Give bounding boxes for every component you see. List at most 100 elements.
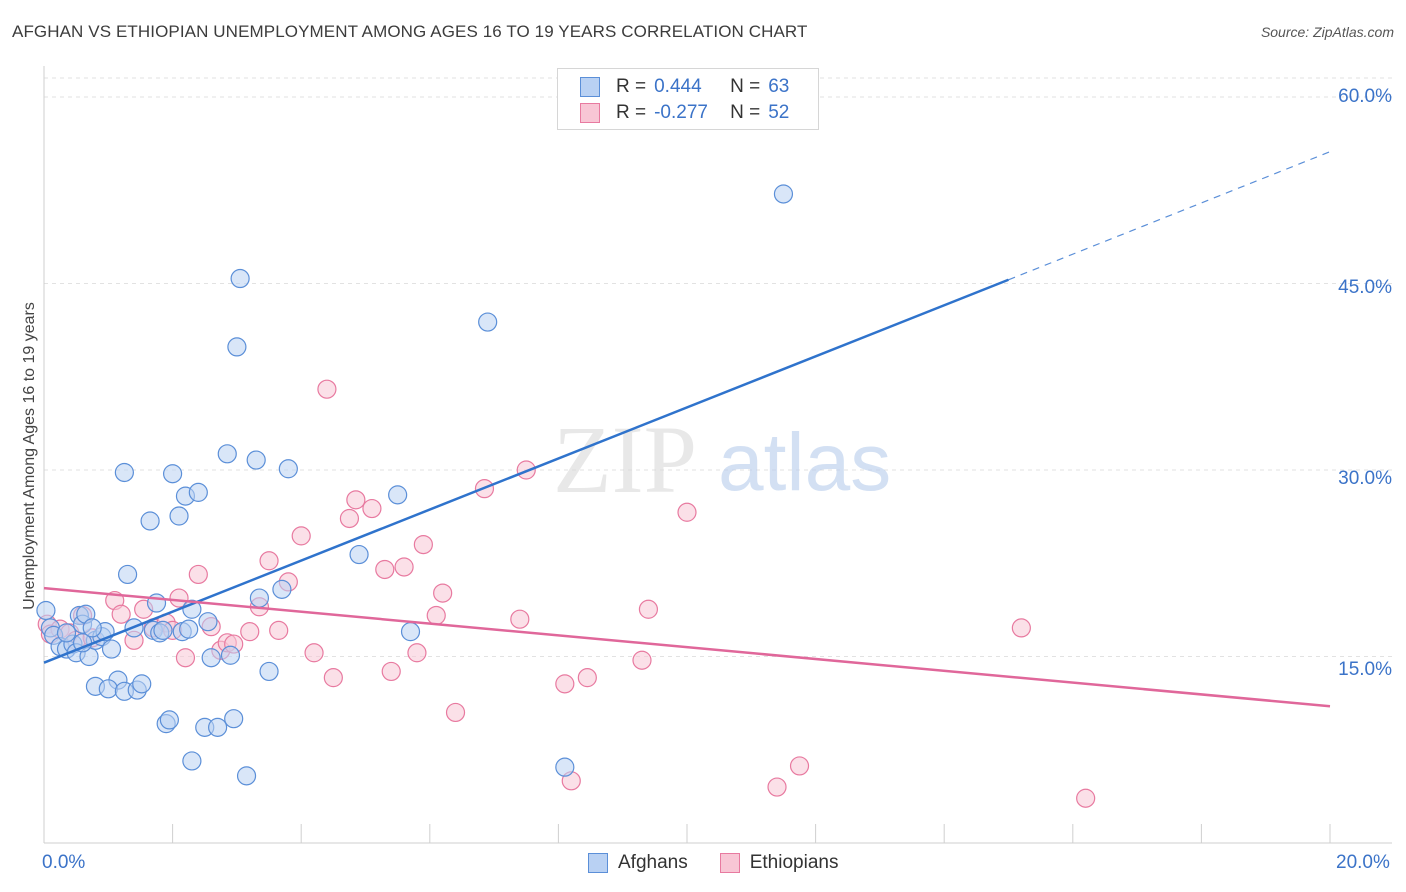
correlation-legend: R = 0.444 N = 63 R = -0.277 N = 52 bbox=[557, 68, 819, 130]
ethiopians-point-23 bbox=[259, 551, 279, 571]
afghans-point-59 bbox=[56, 623, 77, 643]
x-tick-label-min: 0.0% bbox=[42, 852, 86, 873]
afghans-point-42 bbox=[236, 766, 257, 786]
legend-item-afghans[interactable]: Afghans bbox=[588, 852, 688, 874]
gridlines bbox=[44, 77, 1392, 657]
afghans-point-51 bbox=[478, 312, 498, 332]
ethiopians-r-label: R = bbox=[616, 102, 647, 123]
ethiopians-point-27 bbox=[304, 643, 324, 663]
ethiopians-point-8 bbox=[111, 604, 131, 624]
afghans-trend-extension bbox=[1008, 151, 1331, 281]
afghans-point-39 bbox=[224, 709, 244, 729]
chart-title: AFGHAN VS ETHIOPIAN UNEMPLOYMENT AMONG A… bbox=[12, 22, 808, 41]
ethiopians-point-53 bbox=[1076, 788, 1096, 808]
ethiopians-point-26 bbox=[291, 526, 311, 546]
afghans-swatch bbox=[580, 77, 600, 97]
afghans-point-43 bbox=[246, 450, 266, 470]
afghans-legend-label: Afghans bbox=[618, 852, 688, 873]
ethiopians-point-15 bbox=[175, 648, 196, 668]
afghans-point-45 bbox=[259, 661, 279, 682]
afghans-point-52 bbox=[182, 751, 202, 771]
afghans-trend-line bbox=[43, 278, 1009, 664]
y-tick-label-60: 60.0% bbox=[1338, 86, 1392, 107]
trend-lines bbox=[43, 151, 1331, 708]
afghans-point-47 bbox=[278, 459, 298, 479]
afghans-point-55 bbox=[153, 620, 173, 640]
afghans-point-21 bbox=[117, 564, 138, 585]
afghans-point-57 bbox=[179, 619, 199, 639]
afghans-point-49 bbox=[388, 485, 408, 505]
ethiopians-n-value: 52 bbox=[768, 102, 790, 123]
afghans-point-22 bbox=[114, 462, 134, 483]
ethiopians-point-42 bbox=[510, 609, 530, 629]
afghans-point-37 bbox=[217, 444, 237, 464]
afghans-point-29 bbox=[163, 464, 183, 484]
ethiopians-point-34 bbox=[381, 661, 401, 682]
ethiopians-point-29 bbox=[323, 668, 343, 688]
ethiopians-point-33 bbox=[375, 559, 395, 580]
ethiopians-point-31 bbox=[346, 490, 366, 510]
ethiopians-point-32 bbox=[362, 498, 382, 519]
ethiopians-point-16 bbox=[188, 564, 208, 585]
ethiopians-point-48 bbox=[638, 599, 659, 619]
ethiopians-legend-swatch bbox=[719, 853, 740, 873]
ethiopians-trend-line bbox=[43, 586, 1331, 708]
y-tick-label-30: 30.0% bbox=[1338, 468, 1392, 489]
afghans-point-41 bbox=[230, 268, 250, 289]
ethiopians-swatch bbox=[580, 103, 600, 123]
ethiopians-point-44 bbox=[555, 674, 575, 694]
legend-row-ethiopians: R = -0.277 N = 52 bbox=[580, 101, 789, 125]
y-tick-label-15: 15.0% bbox=[1338, 659, 1392, 680]
afghans-point-35 bbox=[201, 648, 221, 668]
afghans-point-30 bbox=[169, 506, 189, 526]
legend-item-ethiopians[interactable]: Ethiopians bbox=[719, 852, 839, 874]
ethiopians-point-21 bbox=[240, 622, 260, 642]
y-tick-label-45: 45.0% bbox=[1338, 277, 1392, 298]
ethiopians-point-35 bbox=[394, 557, 414, 577]
ethiopians-point-50 bbox=[767, 777, 787, 797]
afghans-r-value: 0.444 bbox=[654, 76, 702, 97]
afghans-n-value: 63 bbox=[768, 76, 790, 97]
series-legend: Afghans Ethiopians bbox=[588, 852, 870, 874]
afghans-point-14 bbox=[101, 639, 122, 659]
afghans-n-label: N = bbox=[730, 76, 761, 97]
afghans-point-48 bbox=[349, 544, 369, 565]
ethiopians-point-47 bbox=[632, 650, 652, 670]
afghans-point-53 bbox=[555, 757, 575, 777]
afghans-point-44 bbox=[249, 588, 270, 608]
ethiopians-point-46 bbox=[577, 668, 597, 688]
ethiopians-point-39 bbox=[433, 583, 453, 603]
afghans-point-54 bbox=[773, 184, 794, 204]
ethiopians-legend-label: Ethiopians bbox=[749, 852, 839, 873]
ethiopians-point-28 bbox=[317, 379, 337, 399]
ethiopians-point-37 bbox=[413, 534, 433, 555]
watermark-zip: ZIP bbox=[553, 406, 697, 513]
afghans-point-20 bbox=[132, 674, 152, 694]
ethiopians-r-value: -0.277 bbox=[654, 102, 708, 123]
ethiopians-point-24 bbox=[269, 620, 289, 640]
afghans-legend-swatch bbox=[588, 853, 608, 873]
afghans-point-58 bbox=[198, 612, 218, 632]
afghans-point-23 bbox=[140, 511, 160, 531]
afghans-point-36 bbox=[208, 717, 228, 737]
legend-row-afghans: R = 0.444 N = 63 bbox=[580, 75, 789, 99]
ethiopians-point-36 bbox=[407, 643, 427, 663]
afghans-point-46 bbox=[272, 579, 292, 599]
ethiopians-point-52 bbox=[1011, 618, 1031, 638]
afghans-point-38 bbox=[220, 645, 241, 665]
ethiopians-point-14 bbox=[169, 588, 189, 608]
afghans-point-17 bbox=[98, 679, 118, 699]
ethiopians-point-40 bbox=[445, 702, 466, 723]
afghans-point-28 bbox=[159, 710, 179, 730]
source-label: Source: ZipAtlas.com bbox=[1260, 24, 1394, 40]
x-tick-label-max: 20.0% bbox=[1336, 852, 1390, 873]
ethiopians-point-49 bbox=[677, 502, 697, 522]
afghans-point-33 bbox=[188, 482, 208, 502]
afghans-point-61 bbox=[82, 618, 102, 638]
ethiopians-n-label: N = bbox=[730, 102, 761, 123]
ethiopians-point-38 bbox=[426, 605, 446, 626]
afghans-point-50 bbox=[400, 622, 421, 642]
watermark-atlas: atlas bbox=[718, 417, 891, 508]
ethiopians-point-30 bbox=[339, 508, 360, 529]
